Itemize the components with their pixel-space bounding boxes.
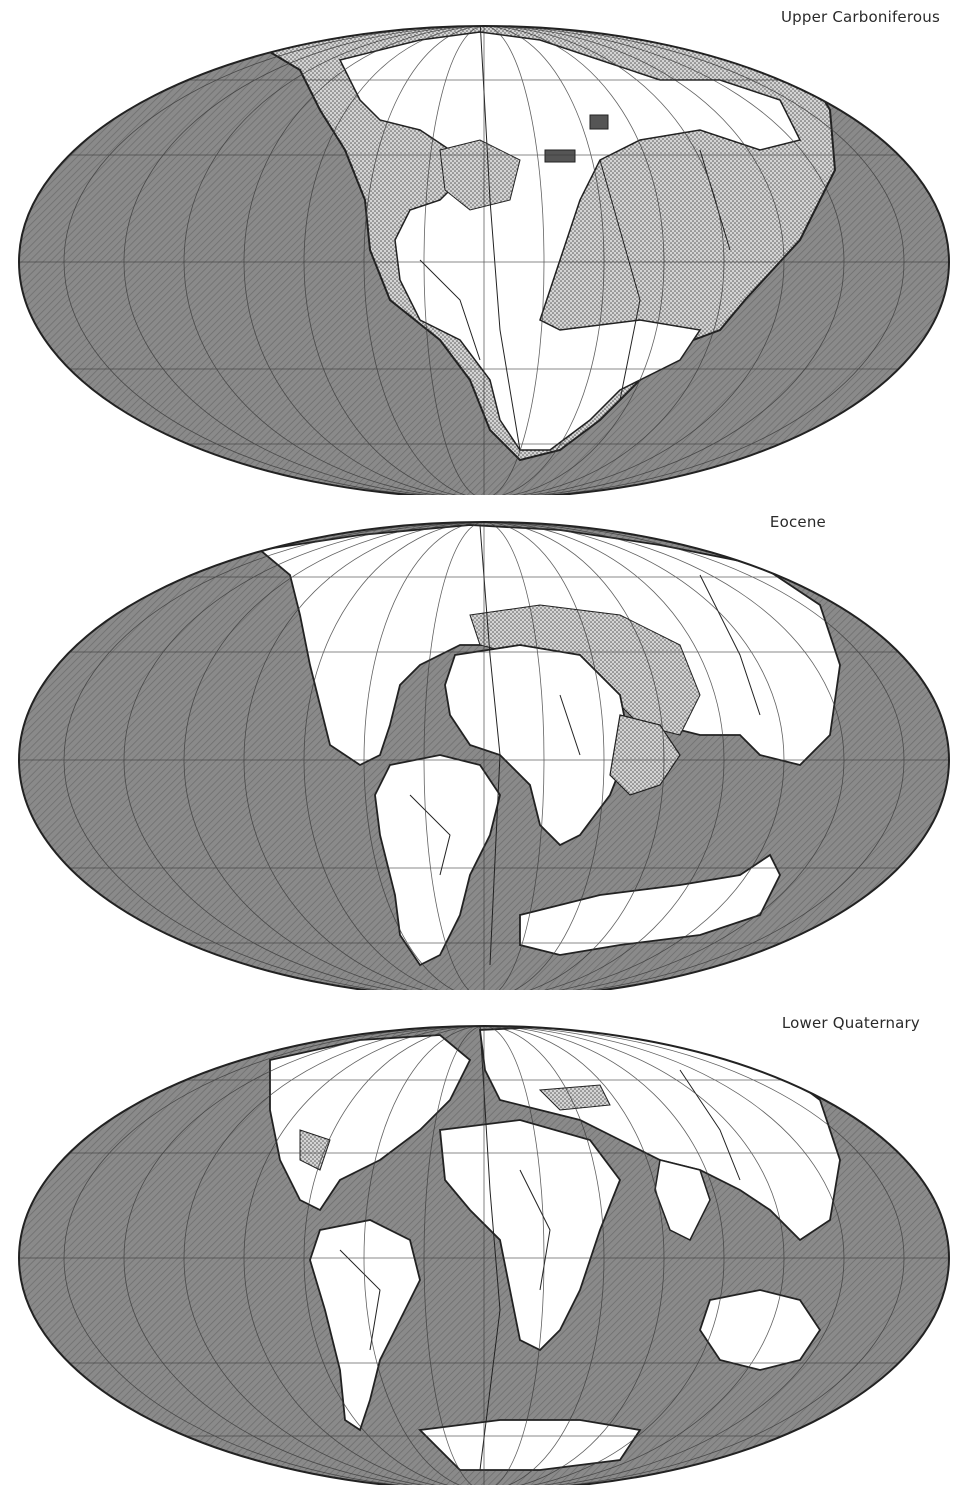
map-lower-quaternary	[18, 1025, 950, 1485]
map-eocene	[18, 521, 950, 990]
inland-basin	[589, 114, 609, 130]
map-panel-upper-carboniferous: Upper Carboniferous	[0, 0, 960, 495]
land-area	[374, 754, 501, 967]
land-area	[654, 1159, 711, 1242]
land-area	[309, 1219, 421, 1432]
map-panel-lower-quaternary: Lower Quaternary	[0, 990, 960, 1485]
map-upper-carboniferous	[18, 25, 950, 495]
shallow-sea-area	[299, 1129, 331, 1171]
land-area	[519, 853, 782, 956]
inland-sea	[439, 139, 521, 211]
map-panel-eocene: Eocene	[0, 495, 960, 990]
map-title-upper-carboniferous: Upper Carboniferous	[780, 8, 940, 26]
land-area	[338, 31, 802, 451]
map-title-eocene: Eocene	[769, 513, 826, 531]
land-area	[699, 1289, 822, 1371]
inland-basin	[544, 149, 576, 163]
shallow-sea-area	[609, 714, 681, 796]
land-area	[444, 644, 631, 847]
map-title-lower-quaternary: Lower Quaternary	[781, 1014, 920, 1032]
land-area	[418, 1419, 642, 1471]
shallow-sea-area	[538, 1084, 611, 1111]
land-area	[439, 1119, 622, 1352]
